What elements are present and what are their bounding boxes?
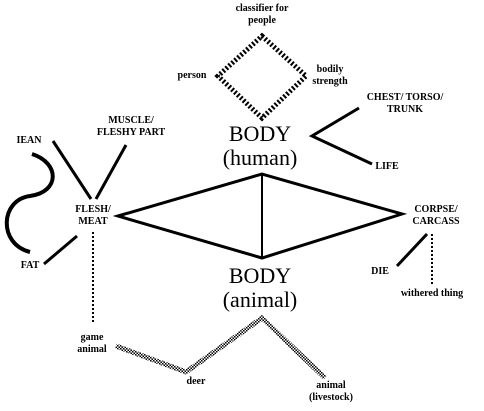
bodily-strength-label: bodily strength	[307, 64, 353, 88]
chest-life-fork	[308, 106, 373, 166]
corpse-label-line1: CORPSE/	[414, 204, 458, 215]
die-corpse-line	[395, 232, 429, 268]
classifier-diamond	[214, 32, 310, 122]
person-label-text: person	[177, 70, 207, 81]
person-label: person	[172, 70, 212, 82]
flesh-meat-label: FLESH/ MEAT	[66, 204, 120, 228]
deer-label: deer	[176, 376, 216, 388]
life-label: LIFE	[370, 161, 404, 173]
deer-label-text: deer	[186, 376, 206, 387]
body-human-line2: (human)	[222, 145, 298, 170]
animal-hatched-path	[115, 314, 327, 380]
die-label: DIE	[366, 266, 394, 278]
withered-label-text: withered thing	[400, 288, 464, 299]
die-label-text: DIE	[371, 266, 389, 277]
muscle-label: MUSCLE/ FLESHY PART	[84, 115, 178, 139]
withered-label: withered thing	[390, 288, 474, 300]
corpse-label-line2: CARCASS	[412, 216, 460, 227]
game-animal-line1: game	[80, 332, 104, 343]
game-animal-line2: animal	[77, 344, 107, 355]
body-human-label: BODY (human)	[205, 122, 315, 170]
lean-fat-curve	[4, 152, 55, 254]
body-animal-line2: (animal)	[222, 287, 298, 312]
animal-livestock-line2: (livestock)	[309, 392, 353, 403]
body-animal-line1: BODY	[228, 263, 292, 288]
flesh-meat-line1: FLESH/	[75, 204, 111, 215]
muscle-label-line1: MUSCLE/	[108, 115, 154, 126]
muscle-label-line2: FLESHY PART	[96, 127, 166, 138]
body-diamond	[112, 172, 408, 260]
lean-flesh-line	[51, 140, 93, 200]
fat-label: FAT	[15, 260, 45, 272]
bodily-strength-line1: bodily	[316, 64, 344, 75]
chest-torso-line1: CHEST/ TORSO/	[366, 92, 444, 103]
bodily-strength-line2: strength	[312, 76, 348, 87]
animal-livestock-label: animal (livestock)	[294, 380, 368, 404]
fat-flesh-line	[43, 234, 78, 266]
corpse-label: CORPSE/ CARCASS	[400, 204, 472, 228]
life-label-text: LIFE	[375, 161, 399, 172]
game-animal-label: game animal	[70, 332, 114, 356]
lean-label: IEAN	[14, 135, 44, 147]
fat-label-text: FAT	[20, 260, 40, 271]
chest-torso-label: CHEST/ TORSO/ TRUNK	[352, 92, 458, 116]
animal-livestock-line1: animal	[316, 380, 346, 391]
body-animal-label: BODY (animal)	[205, 264, 315, 312]
classifier-label: classifier for people	[222, 3, 302, 27]
body-human-line1: BODY	[228, 121, 292, 146]
chest-torso-line2: TRUNK	[386, 104, 424, 115]
lean-label-text: IEAN	[16, 135, 42, 146]
classifier-label-line2: people	[248, 15, 276, 26]
classifier-label-line1: classifier for	[235, 3, 289, 14]
muscle-flesh-line	[94, 144, 128, 200]
flesh-meat-line2: MEAT	[78, 216, 108, 227]
